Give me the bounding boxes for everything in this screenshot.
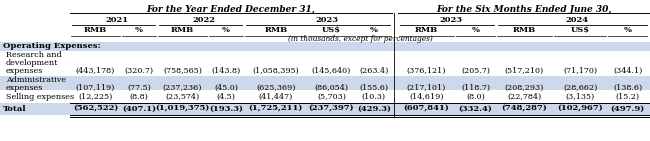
Text: (748,287): (748,287)	[502, 105, 547, 113]
Text: For the Year Ended December 31,: For the Year Ended December 31,	[146, 5, 315, 14]
Text: (118.7): (118.7)	[461, 84, 490, 92]
Text: RMB: RMB	[171, 26, 194, 34]
Text: 2023: 2023	[439, 16, 463, 24]
Text: RMB: RMB	[513, 26, 536, 34]
Text: RMB: RMB	[415, 26, 438, 34]
Text: (758,565): (758,565)	[163, 67, 202, 75]
Text: (217,101): (217,101)	[407, 84, 446, 92]
Text: (86,054): (86,054)	[315, 84, 348, 92]
Text: (344.1): (344.1)	[613, 67, 642, 75]
Text: US$: US$	[571, 26, 590, 34]
Text: (155.6): (155.6)	[359, 84, 389, 92]
Text: (376,121): (376,121)	[407, 67, 447, 75]
Text: (145,640): (145,640)	[312, 67, 351, 75]
Text: (429.3): (429.3)	[357, 105, 391, 113]
Text: (in thousands, except for percentages): (in thousands, except for percentages)	[287, 35, 432, 43]
Text: (102,967): (102,967)	[557, 105, 603, 113]
Text: (15.2): (15.2)	[616, 93, 640, 101]
Text: (1,019,375): (1,019,375)	[155, 105, 210, 113]
Text: 2021: 2021	[106, 16, 129, 24]
Text: (208,293): (208,293)	[504, 84, 544, 92]
Text: For the Six Months Ended June 30,: For the Six Months Ended June 30,	[436, 5, 612, 14]
Text: (1,058,395): (1,058,395)	[252, 67, 299, 75]
Text: (107,119): (107,119)	[76, 84, 115, 92]
Text: Selling expenses: Selling expenses	[6, 93, 74, 101]
Text: Research and: Research and	[6, 51, 62, 59]
Text: (443,178): (443,178)	[76, 67, 115, 75]
Text: (237,397): (237,397)	[309, 105, 354, 113]
Text: (28,662): (28,662)	[563, 84, 597, 92]
Text: (607,841): (607,841)	[404, 105, 449, 113]
Bar	[0, 76, 650, 90]
Text: (14,619): (14,619)	[410, 93, 444, 101]
Text: %: %	[370, 26, 378, 34]
Text: (23,574): (23,574)	[166, 93, 200, 101]
Text: Operating Expenses:: Operating Expenses:	[3, 42, 101, 50]
Text: (8.0): (8.0)	[466, 93, 485, 101]
Text: (562,522): (562,522)	[73, 105, 118, 113]
Text: US$: US$	[322, 26, 341, 34]
Text: (1,725,211): (1,725,211)	[249, 105, 303, 113]
Text: (497.9): (497.9)	[610, 105, 645, 113]
Text: (205.7): (205.7)	[461, 67, 490, 75]
Text: 2022: 2022	[193, 16, 216, 24]
Text: (138.6): (138.6)	[613, 84, 642, 92]
Text: (5,703): (5,703)	[317, 93, 346, 101]
Text: (41,447): (41,447)	[259, 93, 293, 101]
Text: 2024: 2024	[566, 16, 589, 24]
Text: (237,236): (237,236)	[163, 84, 202, 92]
Text: 2023: 2023	[315, 16, 339, 24]
Text: (8.8): (8.8)	[129, 93, 148, 101]
Text: (407.1): (407.1)	[122, 105, 156, 113]
Text: (4.5): (4.5)	[216, 93, 236, 101]
Text: %: %	[471, 26, 480, 34]
Text: (77.5): (77.5)	[127, 84, 151, 92]
Text: (517,210): (517,210)	[505, 67, 544, 75]
Text: (45.0): (45.0)	[214, 84, 238, 92]
Bar	[0, 103, 650, 115]
Text: expenses: expenses	[6, 67, 44, 75]
Text: (332.4): (332.4)	[458, 105, 492, 113]
Text: (22,784): (22,784)	[507, 93, 541, 101]
Text: RMB: RMB	[84, 26, 107, 34]
Text: (71,170): (71,170)	[563, 67, 597, 75]
Text: development: development	[6, 59, 58, 67]
Text: (263.4): (263.4)	[359, 67, 389, 75]
Text: (625,369): (625,369)	[256, 84, 296, 92]
Text: (193.3): (193.3)	[209, 105, 243, 113]
Text: Administrative: Administrative	[6, 76, 66, 84]
Text: expenses: expenses	[6, 84, 44, 92]
Text: %: %	[222, 26, 230, 34]
Text: (10.3): (10.3)	[362, 93, 386, 101]
Bar	[0, 42, 650, 51]
Text: (12,225): (12,225)	[78, 93, 112, 101]
Text: RMB: RMB	[264, 26, 287, 34]
Text: (143.8): (143.8)	[211, 67, 240, 75]
Text: %: %	[135, 26, 143, 34]
Text: (3,135): (3,135)	[566, 93, 595, 101]
Text: %: %	[623, 26, 632, 34]
Text: Total: Total	[3, 105, 27, 113]
Text: (320.7): (320.7)	[124, 67, 153, 75]
